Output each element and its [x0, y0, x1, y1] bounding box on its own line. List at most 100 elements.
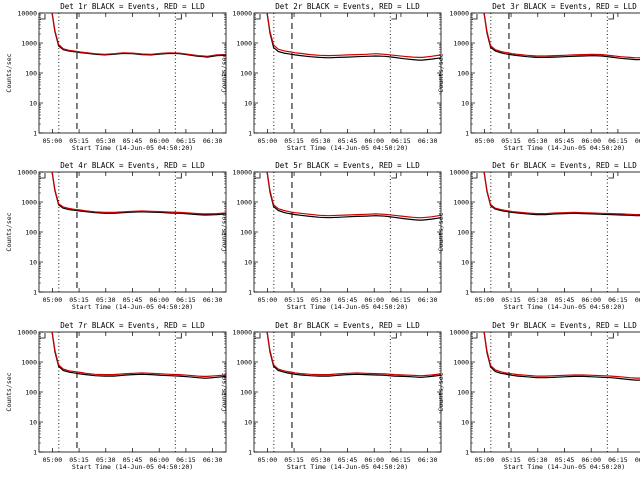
x-tick-label: 06:30 [203, 137, 223, 145]
plot-frame [253, 331, 442, 453]
y-tick-label: 100 [457, 388, 469, 396]
series-group [51, 13, 226, 58]
series-line-lld [483, 13, 640, 59]
y-tick-label: 10000 [232, 9, 252, 17]
chart-title: Det 3r BLACK = Events, RED = LLD [492, 2, 637, 11]
corner-marker-right [176, 173, 182, 179]
y-tick-label: 10 [461, 99, 469, 107]
x-tick-label: 05:00 [43, 296, 63, 304]
x-axis-label: Start Time (14-Jun-05 04:50:20) [287, 144, 408, 152]
x-tick-label: 06:00 [581, 137, 601, 145]
x-tick-label: 05:15 [284, 296, 304, 304]
x-tick-label: 05:15 [69, 456, 89, 464]
x-tick-label: 05:45 [555, 456, 575, 464]
y-tick-label: 1 [248, 448, 252, 456]
y-tick-label: 100 [25, 388, 37, 396]
corner-marker-right [176, 14, 182, 20]
y-tick-label: 10 [244, 99, 252, 107]
plot-frame [470, 331, 640, 453]
x-tick-label: 05:45 [123, 296, 143, 304]
chart-title: Det 1r BLACK = Events, RED = LLD [60, 2, 205, 11]
series-line-events [266, 13, 441, 61]
x-tick-label: 05:15 [284, 456, 304, 464]
series-line-lld [483, 172, 640, 216]
x-tick-label: 05:45 [123, 137, 143, 145]
y-tick-label: 10 [244, 258, 252, 266]
x-tick-label: 06:15 [176, 456, 196, 464]
chart-title: Det 2r BLACK = Events, RED = LLD [275, 2, 420, 11]
series-line-lld [266, 172, 441, 219]
series-line-events [51, 172, 226, 216]
y-tick-label: 100 [240, 228, 252, 236]
y-tick-label: 1000 [453, 198, 469, 206]
y-tick-label: 1000 [236, 198, 252, 206]
y-tick-label: 1 [465, 448, 469, 456]
x-tick-label: 05:30 [96, 456, 116, 464]
corner-marker-right [391, 333, 397, 339]
y-tick-label: 1000 [21, 198, 37, 206]
x-tick-label: 06:15 [608, 137, 628, 145]
corner-marker-right [391, 173, 397, 179]
corner-marker-right [608, 333, 614, 339]
x-tick-label: 06:00 [149, 137, 169, 145]
x-tick-label: 05:45 [555, 296, 575, 304]
x-tick-label: 05:00 [258, 137, 278, 145]
x-tick-label: 06:00 [581, 296, 601, 304]
corner-marker-left [40, 173, 46, 179]
corner-marker-left [255, 173, 261, 179]
x-tick-label: 05:00 [475, 456, 495, 464]
series-line-events [51, 13, 226, 58]
series-line-events [483, 332, 640, 381]
series-line-lld [266, 13, 441, 59]
series-group [483, 172, 640, 217]
y-tick-label: 10000 [17, 9, 37, 17]
chart-panel-9: Det 9r BLACK = Events, RED = LLD 1 10 100 10… [437, 321, 640, 471]
y-tick-label: 100 [25, 228, 37, 236]
y-tick-label: 10000 [449, 328, 469, 336]
x-tick-label: 06:00 [149, 296, 169, 304]
series-line-lld [51, 172, 226, 215]
chart-panel-7: Det 7r BLACK = Events, RED = LLD 1 10 100 10… [5, 321, 227, 471]
y-tick-label: 10 [244, 418, 252, 426]
series-group [483, 332, 640, 381]
chart-title: Det 6r BLACK = Events, RED = LLD [492, 161, 637, 170]
x-tick-label: 05:45 [338, 137, 358, 145]
y-tick-label: 1 [465, 129, 469, 137]
corner-marker-left [255, 14, 261, 20]
chart-panel-2: Det 2r BLACK = Events, RED = LLD 1 10 100 10… [220, 2, 442, 152]
x-tick-label: 06:15 [176, 137, 196, 145]
x-axis-label: Start Time (14-Jun-05 04:50:20) [504, 463, 625, 471]
y-tick-label: 10000 [232, 168, 252, 176]
y-tick-label: 10000 [449, 168, 469, 176]
y-tick-label: 1000 [21, 358, 37, 366]
x-tick-label: 05:30 [311, 137, 331, 145]
series-line-events [483, 172, 640, 217]
chart-panel-6: Det 6r BLACK = Events, RED = LLD 1 10 100 10… [437, 161, 640, 311]
plot-frame [470, 12, 640, 134]
corner-marker-left [40, 333, 46, 339]
y-axis-label: Counts/sec [220, 372, 228, 411]
y-tick-label: 10 [29, 258, 37, 266]
x-tick-label: 06:15 [391, 456, 411, 464]
chart-panel-5: Det 5r BLACK = Events, RED = LLD 1 10 100 10… [220, 161, 442, 311]
x-tick-label: 05:00 [258, 296, 278, 304]
x-axis-label: Start Time (14-Jun-05 04:50:20) [72, 303, 193, 311]
series-line-events [266, 332, 441, 378]
y-axis-label: Counts/sec [437, 372, 445, 411]
chart-title: Det 8r BLACK = Events, RED = LLD [275, 321, 420, 330]
corner-marker-left [472, 14, 478, 20]
y-tick-label: 10 [29, 418, 37, 426]
chart-panel-3: Det 3r BLACK = Events, RED = LLD 1 10 100 10… [437, 2, 640, 152]
series-line-lld [51, 13, 226, 57]
x-axis-label: Start Time (14-Jun-05 04:50:20) [504, 144, 625, 152]
x-tick-label: 06:15 [391, 137, 411, 145]
x-tick-label: 06:30 [635, 296, 640, 304]
x-tick-label: 05:15 [501, 456, 521, 464]
y-tick-label: 1 [33, 129, 37, 137]
x-tick-label: 05:15 [501, 296, 521, 304]
y-tick-label: 10000 [449, 9, 469, 17]
series-group [483, 13, 640, 61]
x-tick-label: 05:30 [528, 137, 548, 145]
x-tick-label: 05:30 [528, 456, 548, 464]
plot-frame [470, 171, 640, 293]
